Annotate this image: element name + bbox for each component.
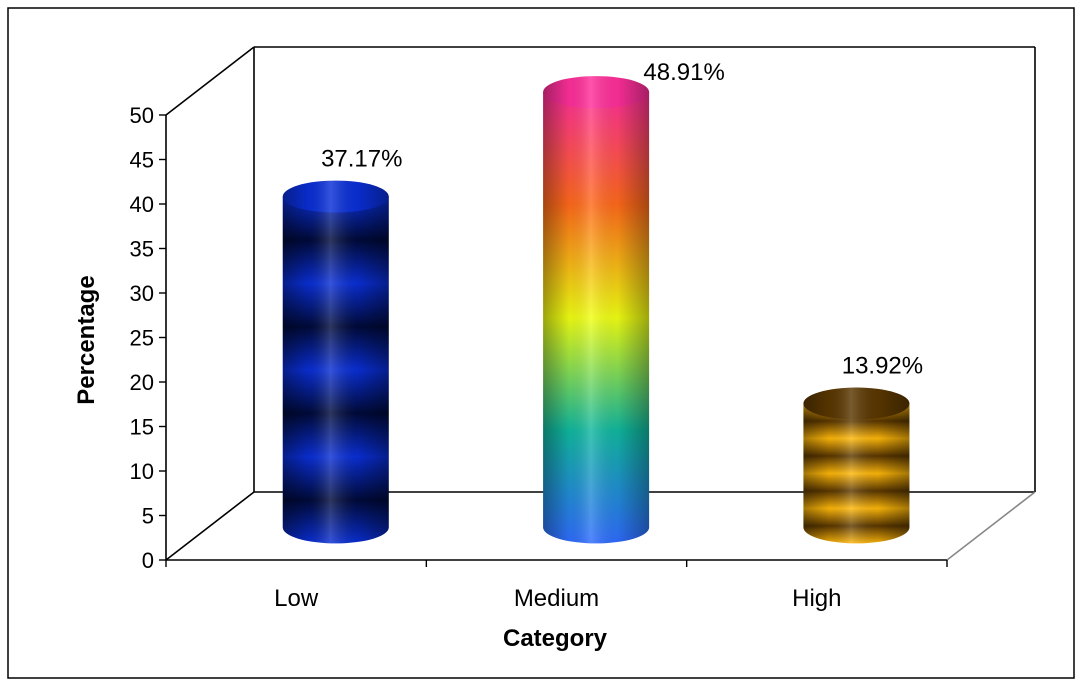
- y-axis-title: Percentage: [73, 275, 100, 404]
- y-axis-ticks: [159, 114, 948, 567]
- y-tick-label: 15: [130, 415, 154, 440]
- x-tick-label: Medium: [514, 585, 599, 612]
- y-tick-label: 45: [130, 148, 154, 173]
- side-wall-top-edge: [165, 46, 255, 116]
- data-label: 13.92%: [842, 353, 923, 380]
- bar-top-shading: [282, 180, 389, 213]
- y-tick-label: 20: [130, 370, 154, 395]
- y-tick-label: 30: [130, 281, 154, 306]
- bar-low: [282, 180, 389, 544]
- y-tick-label: 50: [130, 103, 154, 128]
- data-label: 48.91%: [643, 59, 724, 86]
- x-tick-label: High: [792, 585, 841, 612]
- data-label: 37.17%: [321, 146, 402, 173]
- bar-shading: [282, 196, 389, 544]
- bar-shading: [803, 403, 910, 544]
- bar-top-shading: [803, 387, 910, 420]
- y-tick-label: 0: [142, 548, 154, 573]
- cylinder-bars: [282, 76, 910, 544]
- y-tick-label: 40: [130, 192, 154, 217]
- y-tick-label: 35: [130, 237, 154, 262]
- bar-top-shading: [543, 76, 650, 109]
- bar-shading: [543, 92, 650, 544]
- floor-right-edge: [946, 491, 1036, 561]
- data-labels: 37.17% 48.91% 13.92%: [321, 59, 923, 379]
- y-tick-label: 10: [130, 459, 154, 484]
- y-axis-tick-labels: 0 5 10 15 20 25 30 35 40 45 50: [130, 103, 154, 573]
- x-axis-title: Category: [503, 625, 608, 652]
- bar-high: [803, 387, 910, 544]
- y-tick-label: 5: [142, 504, 154, 529]
- y-tick-label: 25: [130, 326, 154, 351]
- x-axis-tick-labels: Low Medium High: [274, 585, 841, 612]
- bar-medium: [543, 76, 650, 544]
- x-tick-label: Low: [274, 585, 319, 612]
- floor-left-edge: [165, 491, 255, 561]
- chart-border: [7, 7, 1075, 679]
